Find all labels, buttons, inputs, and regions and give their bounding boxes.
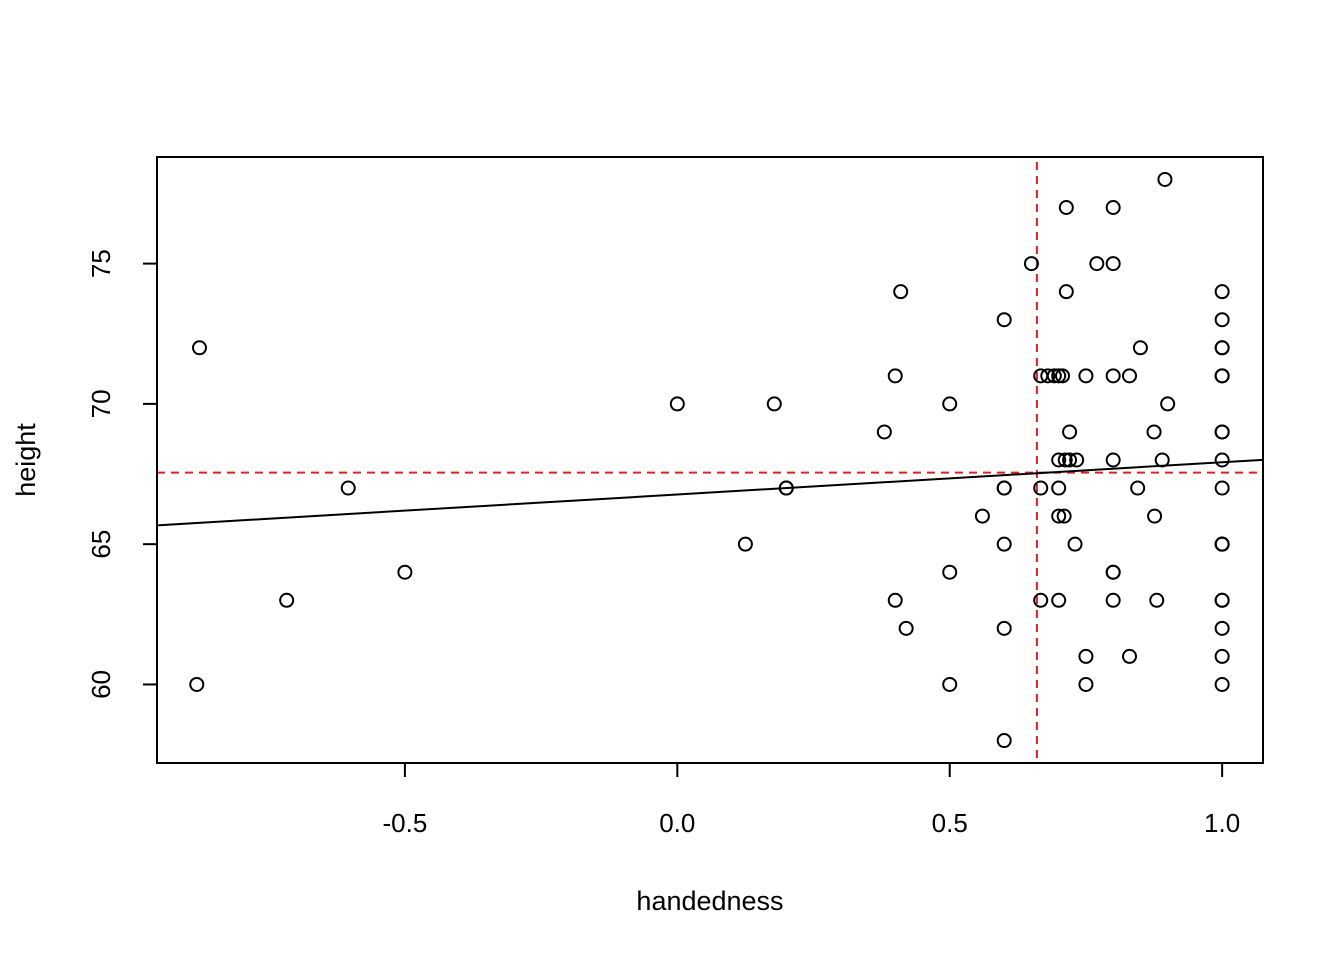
- data-point: [1214, 312, 1230, 328]
- data-point: [1105, 200, 1121, 215]
- data-point: [340, 480, 356, 496]
- data-point: [1214, 284, 1230, 300]
- data-point: [1214, 536, 1230, 552]
- data-point: [1214, 480, 1230, 496]
- data-point: [1067, 536, 1083, 552]
- data-point: [1122, 368, 1138, 384]
- data-point: [974, 508, 990, 524]
- data-point: [1046, 368, 1062, 384]
- data-point: [1078, 648, 1094, 664]
- plot-frame: [156, 156, 1264, 764]
- data-point: [1051, 592, 1067, 608]
- data-point: [1040, 368, 1056, 384]
- data-point: [942, 396, 958, 412]
- data-point: [876, 424, 892, 440]
- data-point: [1023, 256, 1039, 272]
- y-tick-label: 70: [86, 389, 116, 418]
- data-point: [1214, 452, 1230, 468]
- data-point: [996, 312, 1012, 328]
- data-point: [1214, 368, 1230, 384]
- data-point: [1058, 284, 1074, 300]
- data-point: [737, 536, 753, 552]
- data-point: [1078, 368, 1094, 384]
- data-point: [1105, 256, 1121, 272]
- data-point: [1069, 452, 1085, 468]
- data-point: [1056, 508, 1072, 524]
- data-point: [1089, 256, 1105, 272]
- data-point: [1051, 368, 1067, 384]
- data-point: [1157, 171, 1173, 187]
- data-point: [189, 676, 205, 692]
- y-tick-label: 75: [86, 249, 116, 278]
- data-point: [279, 592, 295, 608]
- data-point: [898, 620, 914, 636]
- y-tick-label: 65: [86, 530, 116, 559]
- data-point: [1051, 508, 1067, 524]
- data-point: [766, 396, 782, 412]
- data-point: [1214, 424, 1230, 440]
- y-axis-label: height: [11, 423, 41, 497]
- x-tick-label: 1.0: [1204, 808, 1240, 838]
- data-point: [1078, 676, 1094, 692]
- data-point: [1214, 648, 1230, 664]
- data-points: [189, 171, 1230, 749]
- data-point: [887, 368, 903, 384]
- data-point: [996, 733, 1012, 749]
- data-point: [1130, 480, 1146, 496]
- data-point: [1160, 396, 1176, 412]
- data-point: [1214, 676, 1230, 692]
- data-point: [1146, 424, 1162, 440]
- data-point: [1122, 648, 1138, 664]
- data-point: [1154, 452, 1170, 468]
- data-point: [778, 480, 794, 496]
- data-point: [1147, 508, 1163, 524]
- x-tick-label: 0.5: [932, 808, 968, 838]
- regression-line: [156, 458, 1264, 527]
- data-point: [1051, 452, 1067, 468]
- data-point: [1214, 592, 1230, 608]
- data-point: [942, 676, 958, 692]
- data-point: [996, 536, 1012, 552]
- y-tick-label: 60: [86, 670, 116, 699]
- data-point: [1062, 424, 1078, 440]
- data-point: [1149, 592, 1165, 608]
- data-point: [669, 396, 685, 412]
- data-point: [887, 592, 903, 608]
- data-point: [1055, 368, 1071, 384]
- data-point: [1033, 592, 1049, 608]
- data-point: [1062, 452, 1078, 468]
- data-point: [1214, 620, 1230, 636]
- x-tick-label: 0.0: [659, 808, 695, 838]
- data-point: [893, 284, 909, 300]
- data-point: [996, 620, 1012, 636]
- data-point: [1105, 452, 1121, 468]
- data-point: [1057, 452, 1073, 468]
- data-point: [397, 564, 413, 580]
- data-point: [191, 340, 207, 356]
- data-point: [1105, 592, 1121, 608]
- data-point: [1058, 200, 1074, 215]
- data-point: [1214, 340, 1230, 356]
- axes: -0.5 0.0 0.5 1.0 60 65 70 75: [86, 249, 1240, 838]
- data-point: [942, 564, 958, 580]
- data-point: [1105, 564, 1121, 580]
- data-point: [1105, 368, 1121, 384]
- data-point: [1051, 480, 1067, 496]
- data-point: [996, 480, 1012, 496]
- x-tick-label: -0.5: [382, 808, 427, 838]
- x-axis-label: handedness: [636, 886, 783, 916]
- reference-lines: [156, 162, 1264, 763]
- data-point: [1132, 340, 1148, 356]
- data-point: [1033, 480, 1049, 496]
